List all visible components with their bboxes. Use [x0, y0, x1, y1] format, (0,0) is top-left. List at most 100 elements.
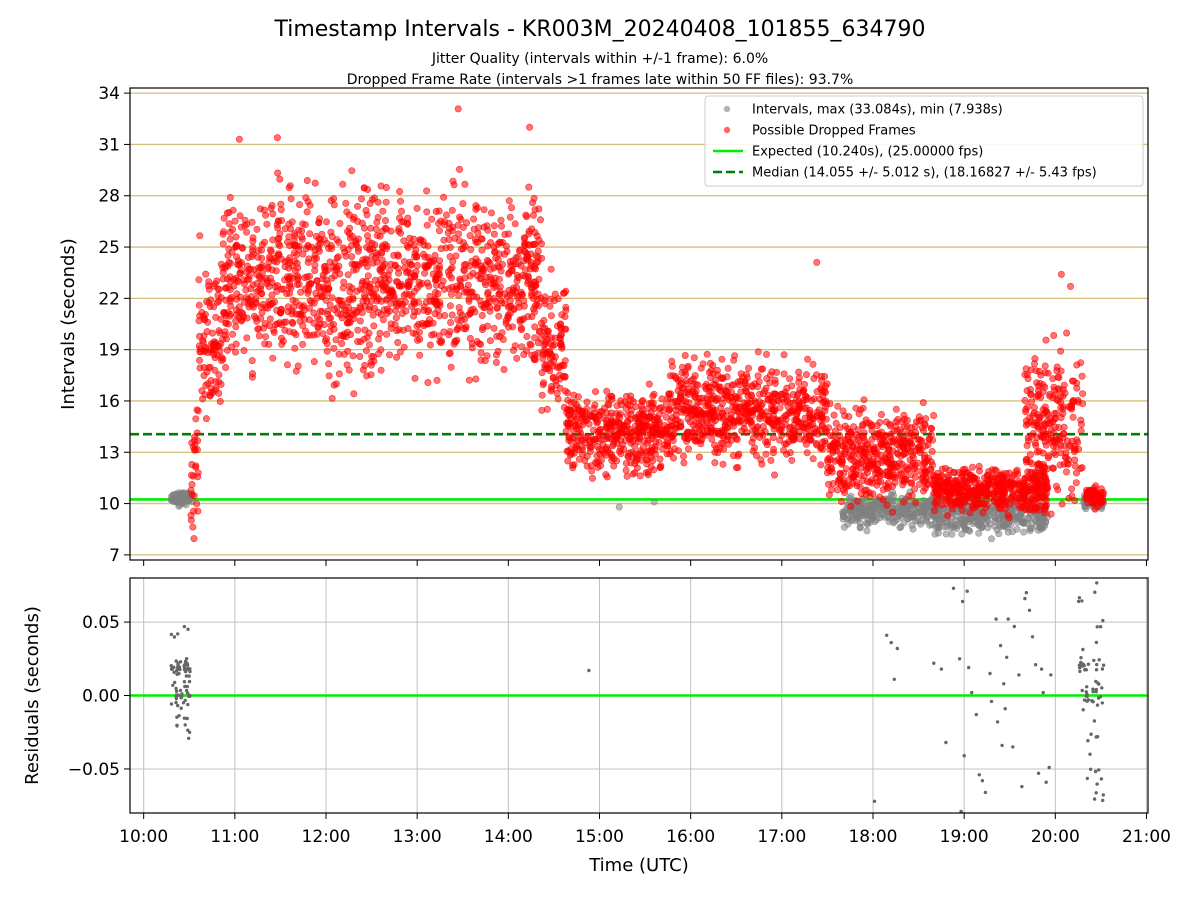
- dropped-frame-point: [1077, 427, 1085, 435]
- residual-point: [974, 712, 978, 717]
- dropped-frame-point: [783, 384, 791, 392]
- dropped-frame-point: [328, 394, 336, 402]
- dropped-frame-point: [670, 430, 678, 438]
- dropped-frame-point: [1041, 422, 1049, 430]
- dropped-frame-point: [446, 328, 454, 336]
- dropped-frame-point: [689, 387, 697, 395]
- interval-point: [1012, 513, 1020, 521]
- residual-point: [175, 715, 179, 719]
- dropped-frame-point: [232, 323, 240, 331]
- bottom-y-axis-label: Residuals (seconds): [22, 606, 43, 785]
- dropped-frame-point: [852, 462, 860, 470]
- residual-point: [1093, 769, 1098, 774]
- dropped-frame-point: [1095, 491, 1103, 499]
- dropped-frame-point: [529, 199, 537, 207]
- dropped-frame-point: [868, 479, 876, 487]
- interval-point: [959, 519, 967, 527]
- dropped-frame-point: [676, 392, 684, 400]
- dropped-frame-point: [305, 282, 313, 290]
- dropped-frame-point: [436, 257, 444, 265]
- dropped-frame-point: [241, 216, 249, 224]
- dropped-frame-point: [189, 523, 197, 531]
- dropped-frame-point: [543, 365, 551, 373]
- dropped-frame-point: [478, 246, 486, 254]
- dropped-frame-point: [1071, 456, 1079, 464]
- dropped-frame-point: [453, 285, 461, 293]
- dropped-frame-point: [465, 297, 473, 305]
- dropped-frame-point: [948, 488, 956, 496]
- residual-point: [1094, 668, 1099, 672]
- dropped-frame-point: [421, 320, 429, 328]
- dropped-frame-point: [714, 427, 722, 435]
- dropped-frame-point: [518, 290, 526, 298]
- dropped-frame-point: [349, 352, 357, 360]
- dropped-frame-point: [912, 499, 920, 507]
- dropped-frame-point: [639, 425, 647, 433]
- dropped-frame-point: [371, 276, 379, 284]
- residual-point: [1047, 765, 1051, 770]
- interval-point: [839, 509, 847, 517]
- dropped-frame-point: [556, 340, 564, 348]
- dropped-frame-point: [225, 220, 233, 228]
- residual-point: [932, 661, 936, 665]
- dropped-frame-point: [209, 329, 217, 337]
- dropped-frame-point: [864, 464, 872, 472]
- dropped-frame-point: [396, 197, 404, 205]
- dropped-frame-point: [894, 415, 902, 423]
- dropped-frame-point: [889, 508, 897, 516]
- dropped-frame-point: [472, 238, 480, 246]
- dropped-frame-point: [608, 395, 616, 403]
- dropped-frame-point: [1060, 381, 1068, 389]
- interval-point: [1007, 521, 1015, 529]
- dropped-frame-point: [504, 313, 512, 321]
- dropped-frame-point: [603, 432, 611, 440]
- dropped-frame-point: [392, 307, 400, 315]
- dropped-frame-point: [652, 431, 660, 439]
- dropped-frame-point: [198, 387, 206, 395]
- dropped-frame-point: [339, 284, 347, 292]
- dropped-frame-point: [932, 487, 940, 495]
- dropped-frame-point: [365, 283, 373, 291]
- dropped-frame-point: [678, 363, 686, 371]
- dropped-frame-point: [437, 282, 445, 290]
- dropped-frame-point: [339, 180, 347, 188]
- residual-point: [1096, 696, 1101, 700]
- dropped-frame-point: [547, 265, 555, 273]
- dropped-frame-point: [892, 405, 900, 413]
- dropped-frame-point: [193, 500, 201, 508]
- residual-point: [1078, 669, 1082, 674]
- residual-point: [1085, 776, 1090, 781]
- dropped-frame-point: [523, 347, 531, 355]
- dropped-frame-point: [423, 187, 431, 195]
- dropped-frame-point: [357, 195, 365, 203]
- residual-point: [175, 669, 179, 673]
- dropped-frame-point: [301, 315, 309, 323]
- dropped-frame-point: [845, 413, 853, 421]
- dropped-frame-point: [486, 265, 494, 273]
- residual-point: [1092, 658, 1096, 663]
- dropped-frame-point: [222, 284, 230, 292]
- dropped-frame-point: [638, 398, 646, 406]
- dropped-frame-point: [684, 445, 692, 453]
- residual-point: [994, 617, 998, 621]
- residual-point: [1094, 690, 1098, 694]
- dropped-frame-point: [974, 494, 982, 502]
- interval-point: [848, 511, 856, 519]
- dropped-frame-point: [1063, 460, 1071, 468]
- dropped-frame-point: [551, 290, 559, 298]
- dropped-frame-point: [238, 259, 246, 267]
- dropped-frame-point: [193, 406, 201, 414]
- dropped-frame-point: [1059, 410, 1067, 418]
- dropped-frame-point: [994, 474, 1002, 482]
- dropped-frame-point: [975, 462, 983, 470]
- dropped-frame-point: [273, 134, 281, 142]
- dropped-frame-point: [992, 481, 1000, 489]
- dropped-frame-point: [440, 193, 448, 201]
- dropped-frame-point: [1041, 503, 1049, 511]
- dropped-frame-point: [446, 243, 454, 251]
- dropped-frame-point: [213, 298, 221, 306]
- dropped-frame-point: [526, 123, 534, 131]
- dropped-frame-point: [311, 261, 319, 269]
- dropped-frame-point: [371, 241, 379, 249]
- dropped-frame-point: [431, 288, 439, 296]
